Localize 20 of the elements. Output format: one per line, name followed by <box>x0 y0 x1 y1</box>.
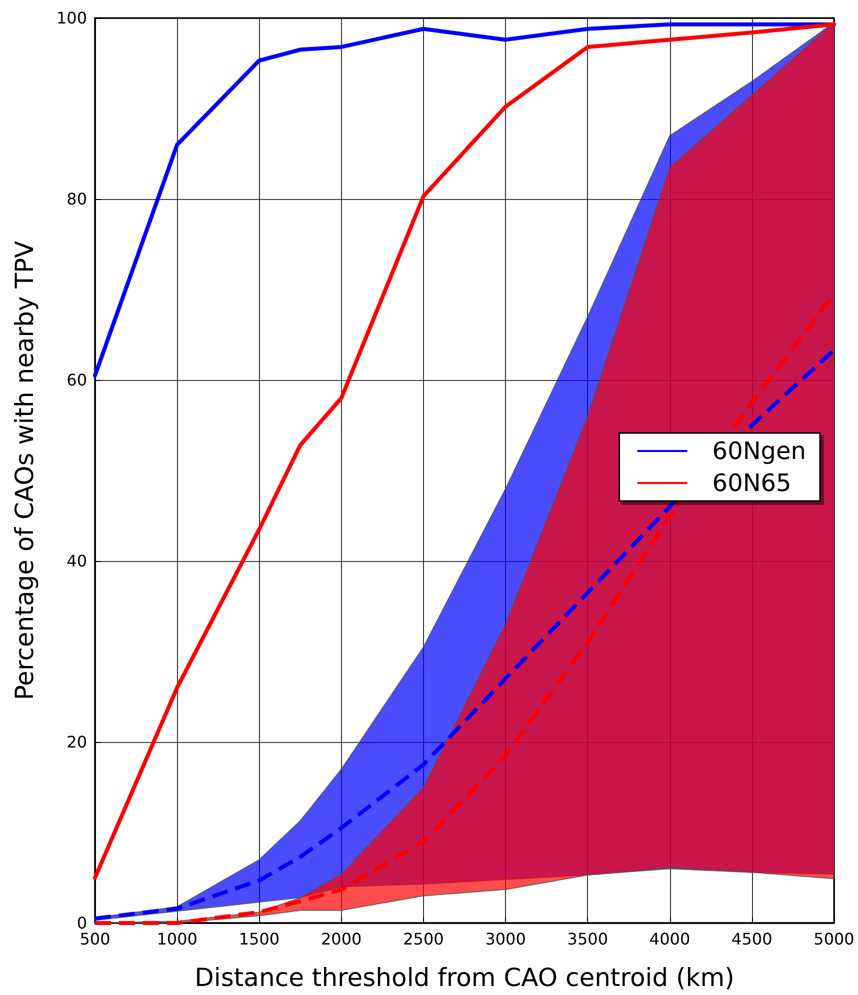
x-axis-title: Distance threshold from CAO centroid (km) <box>194 963 734 992</box>
x-tick-label: 4500 <box>732 930 772 948</box>
x-tick-label: 3500 <box>567 930 608 948</box>
x-tick-label: 1000 <box>156 930 198 948</box>
y-axis-title: Percentage of CAOs with nearby TPV <box>10 240 39 700</box>
x-tick-label: 5000 <box>814 930 854 948</box>
x-tick-label: 500 <box>80 930 110 948</box>
y-tick-label: 80 <box>66 190 87 208</box>
x-tick-label: 2500 <box>403 930 444 948</box>
x-tick-label: 1500 <box>238 930 280 948</box>
legend-label: 60N65 <box>712 469 792 497</box>
y-tick-label: 0 <box>76 914 87 932</box>
x-tick-label: 3000 <box>485 930 526 948</box>
x-tick-label: 2000 <box>320 930 362 948</box>
y-tick-label: 60 <box>66 370 87 390</box>
x-tick-label: 4000 <box>649 930 690 948</box>
y-tick-label: 100 <box>56 8 87 28</box>
legend-label: 60Ngen <box>712 437 806 465</box>
y-tick-label: 20 <box>66 732 87 752</box>
y-tick-label: 40 <box>66 552 87 570</box>
